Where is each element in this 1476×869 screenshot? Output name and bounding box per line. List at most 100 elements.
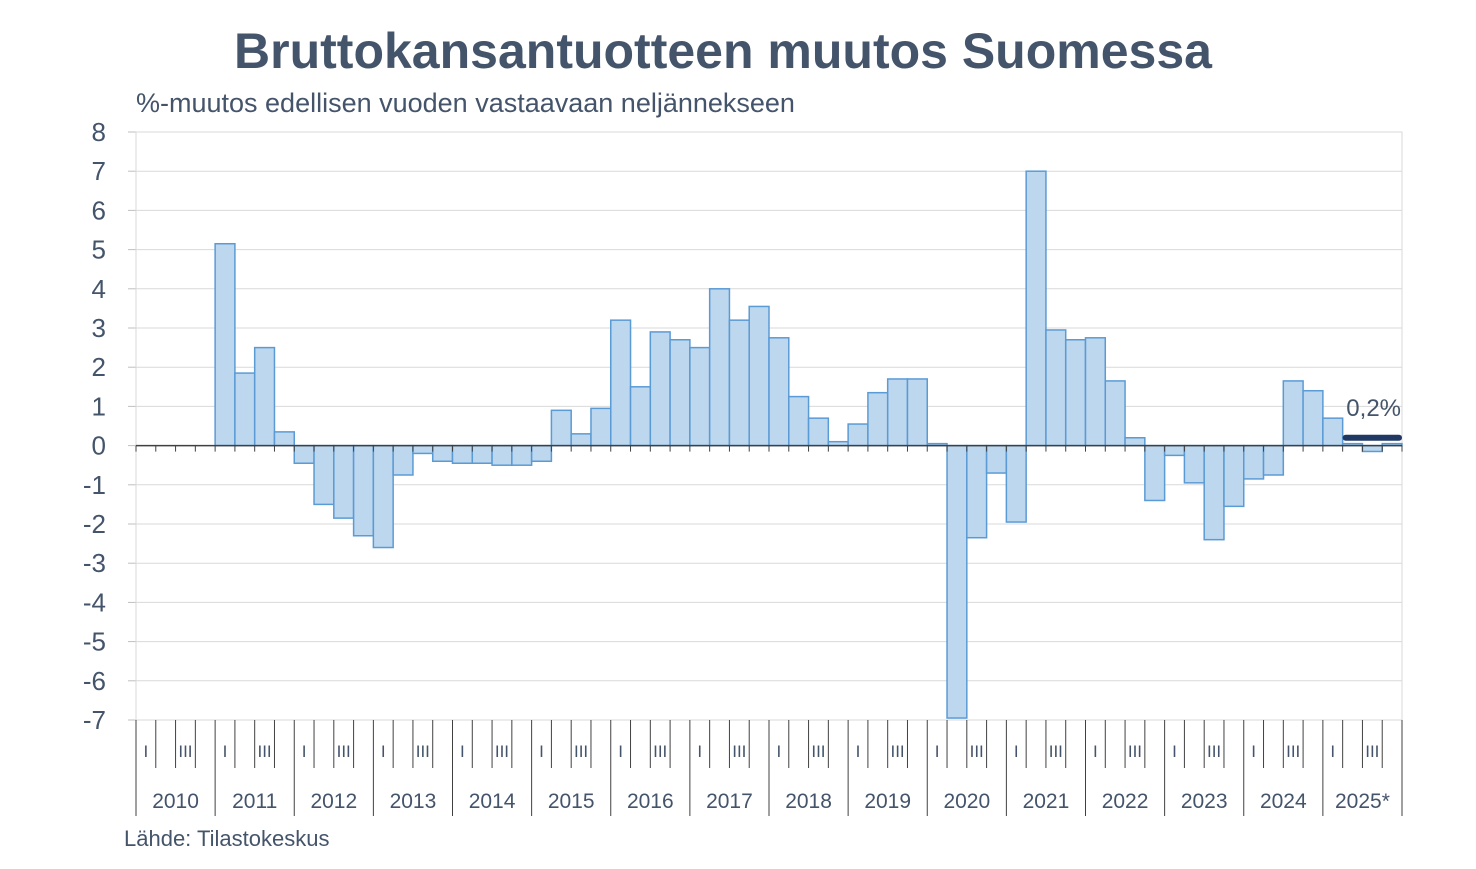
bar bbox=[610, 319, 632, 447]
bar bbox=[728, 319, 750, 447]
y-tick-label: -1 bbox=[83, 470, 106, 500]
y-tick-label: 1 bbox=[92, 391, 106, 421]
y-tick-label: 4 bbox=[92, 274, 106, 304]
y-tick-label: 3 bbox=[92, 313, 106, 343]
bar bbox=[985, 444, 1008, 474]
bar bbox=[1124, 437, 1146, 447]
year-label: 2012 bbox=[310, 790, 357, 813]
bar bbox=[352, 444, 375, 537]
bar bbox=[1322, 417, 1344, 447]
year-label: 2019 bbox=[864, 790, 911, 813]
quarter-label: III bbox=[653, 742, 667, 761]
bar bbox=[1005, 444, 1027, 523]
annotation-label: 0,2% bbox=[1346, 395, 1401, 422]
bar bbox=[966, 444, 988, 539]
bar bbox=[530, 444, 553, 463]
source-note: Lähde: Tilastokeskus bbox=[124, 826, 330, 851]
quarter-label: I bbox=[1251, 742, 1256, 761]
bar bbox=[649, 331, 671, 447]
y-tick-label: 8 bbox=[92, 117, 106, 147]
bar bbox=[1104, 380, 1126, 447]
quarter-label: III bbox=[495, 742, 509, 761]
bar bbox=[748, 305, 770, 447]
quarter-label: I bbox=[381, 742, 386, 761]
bar bbox=[431, 444, 454, 463]
y-tick-label: -6 bbox=[83, 666, 106, 696]
bar bbox=[491, 444, 513, 466]
bar bbox=[708, 288, 731, 447]
quarter-label: I bbox=[697, 742, 702, 761]
bar bbox=[214, 242, 236, 447]
bar bbox=[788, 395, 810, 447]
year-label: 2024 bbox=[1260, 790, 1307, 813]
quarter-label: I bbox=[935, 742, 940, 761]
bar bbox=[1282, 380, 1304, 447]
year-label: 2017 bbox=[706, 790, 753, 813]
quarter-label: I bbox=[539, 742, 544, 761]
year-label: 2016 bbox=[627, 790, 674, 813]
quarter-label: III bbox=[178, 742, 192, 761]
bar bbox=[1223, 444, 1245, 508]
quarter-label: I bbox=[223, 742, 228, 761]
bar bbox=[1025, 170, 1047, 447]
bar bbox=[768, 337, 790, 447]
bar bbox=[1064, 339, 1087, 447]
quarter-label: III bbox=[574, 742, 588, 761]
year-label: 2023 bbox=[1181, 790, 1228, 813]
bar bbox=[451, 444, 474, 464]
year-label: 2015 bbox=[548, 790, 595, 813]
quarter-label: III bbox=[1207, 742, 1221, 761]
bar bbox=[372, 444, 394, 549]
bar bbox=[629, 386, 652, 447]
quarter-label: I bbox=[618, 742, 623, 761]
bar bbox=[807, 417, 830, 447]
quarter-label: III bbox=[337, 742, 351, 761]
bar bbox=[412, 444, 434, 455]
bar bbox=[1243, 444, 1265, 480]
bar bbox=[1203, 444, 1225, 541]
chart-subtitle: %-muutos edellisen vuoden vastaavaan nel… bbox=[136, 88, 795, 118]
year-label: 2018 bbox=[785, 790, 832, 813]
bar bbox=[273, 431, 295, 447]
year-label: 2021 bbox=[1023, 790, 1070, 813]
year-label: 2013 bbox=[390, 790, 437, 813]
y-tick-label: -2 bbox=[83, 509, 106, 539]
y-tick-label: -4 bbox=[83, 587, 106, 617]
quarter-label: I bbox=[1172, 742, 1177, 761]
y-tick-label: -3 bbox=[83, 548, 106, 578]
bar bbox=[550, 409, 572, 447]
bar bbox=[1361, 444, 1383, 453]
y-tick-label: 6 bbox=[92, 195, 106, 225]
bar bbox=[590, 407, 612, 447]
year-label: 2014 bbox=[469, 790, 516, 813]
bar bbox=[946, 444, 968, 719]
bar bbox=[689, 346, 711, 447]
chart-title: Bruttokansantuotteen muutos Suomessa bbox=[234, 23, 1212, 79]
quarter-label: I bbox=[1014, 742, 1019, 761]
quarter-label: III bbox=[1049, 742, 1063, 761]
quarter-label: I bbox=[302, 742, 307, 761]
bar bbox=[669, 339, 691, 447]
bar bbox=[253, 346, 276, 447]
quarter-label: III bbox=[257, 742, 271, 761]
bar bbox=[234, 372, 256, 447]
quarter-label: III bbox=[890, 742, 904, 761]
year-label: 2025* bbox=[1335, 790, 1390, 813]
bar bbox=[847, 423, 869, 447]
bar bbox=[1084, 337, 1107, 447]
quarter-label: III bbox=[732, 742, 746, 761]
bar bbox=[1144, 444, 1166, 502]
bar bbox=[1163, 444, 1186, 457]
bar bbox=[1302, 389, 1324, 447]
bar bbox=[1045, 329, 1067, 447]
bar bbox=[906, 378, 928, 447]
y-tick-label: 0 bbox=[92, 431, 106, 461]
y-tick-label: 2 bbox=[92, 352, 106, 382]
bar bbox=[333, 444, 355, 519]
y-tick-label: -5 bbox=[83, 627, 106, 657]
year-label: 2020 bbox=[943, 790, 990, 813]
y-tick-label: 5 bbox=[92, 235, 106, 265]
bar bbox=[867, 391, 889, 447]
bar bbox=[293, 444, 315, 464]
